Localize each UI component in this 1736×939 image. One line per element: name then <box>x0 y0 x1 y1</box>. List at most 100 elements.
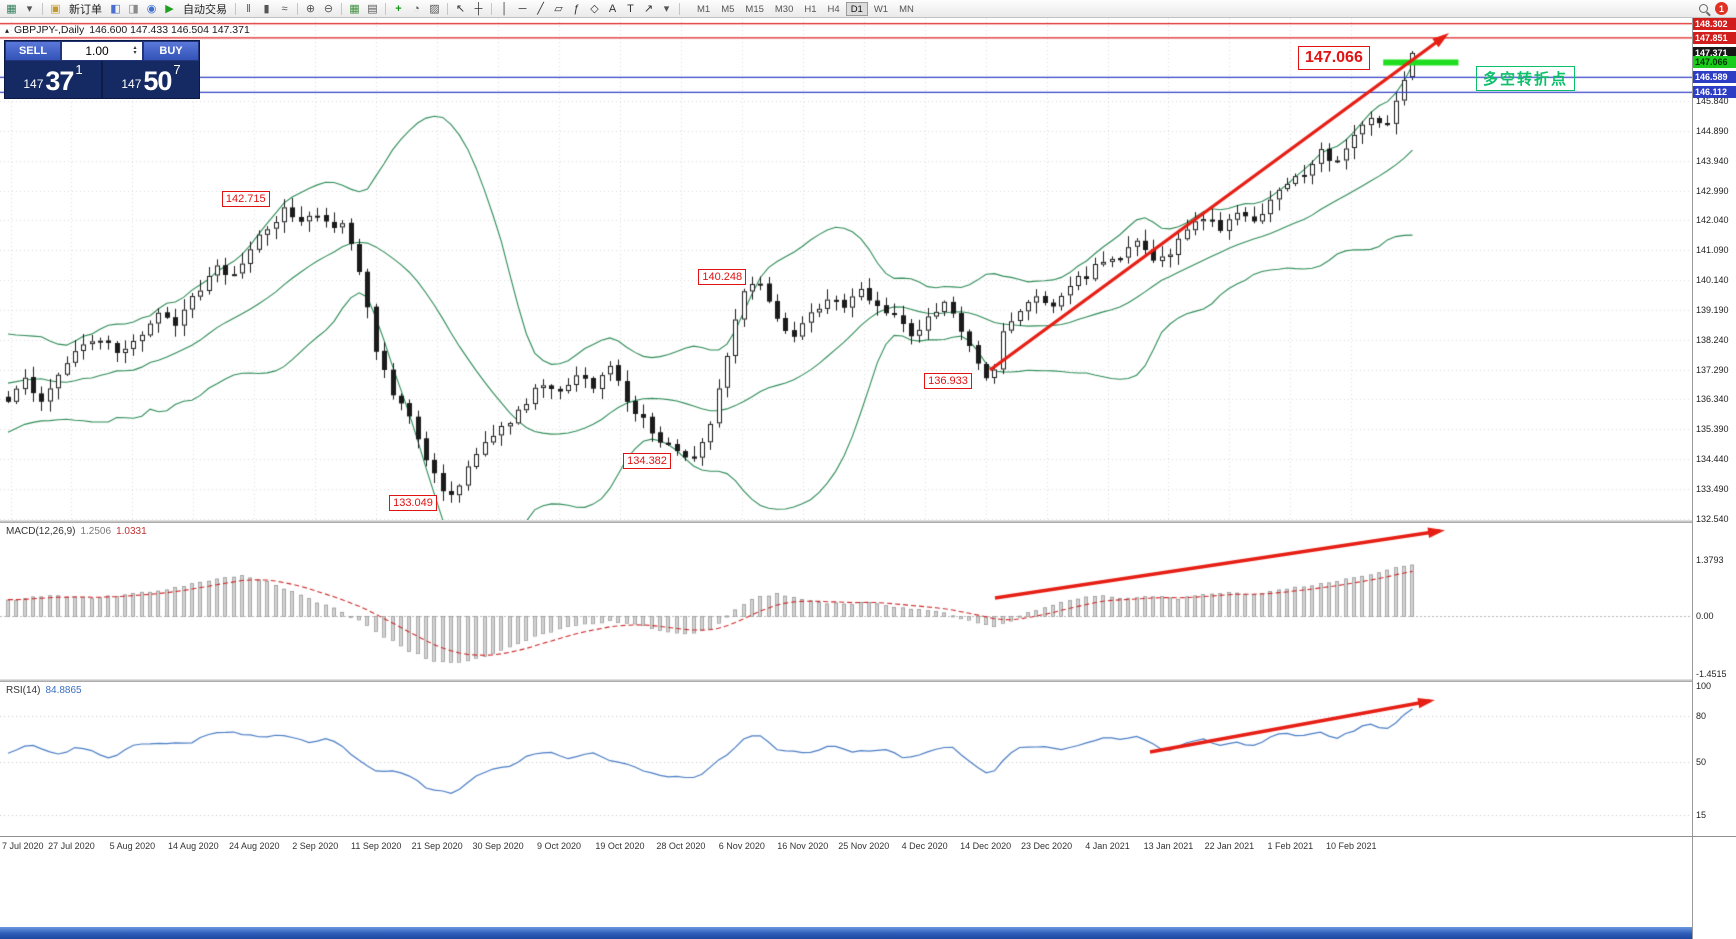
volume-spinner[interactable]: ▴ ▾ <box>130 45 140 56</box>
rsi-axis-tick: 15 <box>1696 810 1707 821</box>
buy-price[interactable]: 147 50 7 <box>103 61 199 98</box>
new-order-button[interactable]: 新订单 <box>69 3 102 16</box>
date-label: 4 Jan 2021 <box>1085 841 1130 851</box>
timeframe-m15[interactable]: M15 <box>745 3 764 15</box>
volume-input[interactable]: 1.00 ▴ ▾ <box>61 41 143 61</box>
volume-value: 1.00 <box>85 44 109 58</box>
date-label: 13 Jan 2021 <box>1143 841 1194 851</box>
spin-down-icon[interactable]: ▾ <box>133 50 137 56</box>
date-label: 7 Jul 2020 <box>2 841 44 851</box>
timeframe-h1[interactable]: H1 <box>804 3 817 15</box>
date-label: 4 Dec 2020 <box>901 841 948 851</box>
tools-dropdown-caret-icon[interactable]: ▾ <box>663 3 670 15</box>
text-icon[interactable]: A <box>608 2 617 15</box>
price-axis-tick: 138.240 <box>1696 334 1729 345</box>
timeframe-m5[interactable]: M5 <box>721 3 735 15</box>
navigator-icon[interactable]: ◉ <box>146 3 157 15</box>
cascade-windows-icon[interactable]: ▤ <box>367 3 378 15</box>
toolbar-right-group: 1 <box>1699 2 1733 15</box>
timeframe-toolbar: M1 M5 M15 M30 H1 H4 D1 W1 MN <box>692 1 919 16</box>
notification-badge[interactable]: 1 <box>1715 2 1728 15</box>
shapes-icon[interactable]: ◇ <box>590 3 599 15</box>
sell-price[interactable]: 147 37 1 <box>5 61 101 98</box>
text-label-icon[interactable]: T <box>627 2 634 15</box>
timeframe-m30[interactable]: M30 <box>774 3 794 15</box>
timeframe-h4[interactable]: H4 <box>827 3 840 15</box>
toolbar-separator <box>42 2 43 15</box>
price-chart-canvas[interactable] <box>0 18 1692 520</box>
macd-panel-canvas[interactable] <box>0 523 1692 679</box>
price-axis-tick: 134.440 <box>1696 454 1729 465</box>
price-tag-147-851: 147.851 <box>1693 31 1736 44</box>
vertical-line-icon[interactable]: │ <box>501 2 508 15</box>
autotrading-play-icon[interactable]: ▶ <box>165 3 174 15</box>
horizontal-line-icon[interactable]: ─ <box>518 2 527 15</box>
rsi-panel-canvas[interactable] <box>0 682 1692 836</box>
bottom-scrollbar[interactable] <box>0 927 1736 939</box>
chart-window-icon[interactable]: ▦ <box>6 3 17 15</box>
fibonacci-icon[interactable]: ƒ <box>573 2 580 15</box>
price-axis-tick: 139.190 <box>1696 304 1729 315</box>
toolbar-separator <box>491 2 492 15</box>
trendline-icon[interactable]: ╱ <box>537 3 544 15</box>
toolbar-separator <box>385 2 386 15</box>
bar-chart-icon[interactable]: ‖ <box>246 2 251 15</box>
price-axis-tick: 137.290 <box>1696 364 1729 375</box>
buy-price-point: 7 <box>173 62 181 77</box>
templates-icon[interactable]: ▨ <box>429 3 440 15</box>
indicators-icon[interactable]: + <box>395 2 402 15</box>
date-label: 14 Aug 2020 <box>168 841 219 851</box>
price-tag-146-112: 146.112 <box>1693 86 1736 99</box>
date-label: 6 Nov 2020 <box>718 841 765 851</box>
date-label: 23 Dec 2020 <box>1021 841 1073 851</box>
price-tag-147-371: 147.371 <box>1693 46 1736 59</box>
crosshair-icon[interactable]: ┼ <box>474 2 483 15</box>
tile-windows-icon[interactable]: ▦ <box>349 3 360 15</box>
buy-price-int: 147 <box>121 77 142 91</box>
chart-dropdown-caret-icon[interactable]: ▾ <box>26 3 33 15</box>
market-watch-icon[interactable]: ◧ <box>110 3 121 15</box>
price-axis-tick: 145.840 <box>1696 96 1729 106</box>
price-axis-tick: 144.890 <box>1696 125 1729 136</box>
date-label: 21 Sep 2020 <box>411 841 463 851</box>
data-window-icon[interactable]: ◨ <box>128 3 139 15</box>
sell-button[interactable]: SELL <box>5 41 61 61</box>
price-axis-tick: 140.140 <box>1696 275 1729 286</box>
date-label: 19 Oct 2020 <box>595 841 645 851</box>
panel-separator[interactable] <box>0 520 1692 523</box>
line-chart-icon[interactable]: ≈ <box>281 2 288 15</box>
date-label: 9 Oct 2020 <box>536 841 582 851</box>
search-icon[interactable] <box>1699 4 1708 13</box>
candlestick-chart-icon[interactable]: ▮ <box>263 3 270 15</box>
timeframe-w1[interactable]: W1 <box>873 3 889 15</box>
date-label: 28 Oct 2020 <box>656 841 706 851</box>
date-label: 11 Sep 2020 <box>350 841 402 851</box>
toolbar-separator <box>341 2 342 15</box>
cursor-icon[interactable]: ↖ <box>455 3 466 15</box>
autotrading-button[interactable]: 自动交易 <box>183 3 227 16</box>
timeframe-mn[interactable]: MN <box>899 3 914 15</box>
timeframe-m1[interactable]: M1 <box>697 3 711 15</box>
price-tag-148-302: 148.302 <box>1693 17 1736 30</box>
panel-separator[interactable] <box>0 679 1692 682</box>
buy-button[interactable]: BUY <box>143 41 199 61</box>
timeframe-d1[interactable]: D1 <box>845 1 868 16</box>
arrows-tool-icon[interactable]: ↗ <box>643 3 654 15</box>
time-axis[interactable]: 7 Jul 2020 27 Jul 2020 5 Aug 2020 14 Aug 20… <box>0 837 1692 857</box>
channel-icon[interactable]: ▱ <box>554 3 563 15</box>
price-axis-tick: 132.540 <box>1696 513 1729 524</box>
date-label: 2 Sep 2020 <box>292 841 339 851</box>
zoom-out-icon[interactable]: ⊖ <box>323 3 334 15</box>
price-axis-tick: 133.490 <box>1696 483 1729 494</box>
zoom-in-icon[interactable]: ⊕ <box>305 3 316 15</box>
periods-icon[interactable]: ◔ <box>413 2 420 15</box>
price-axis[interactable]: 145.840 144.890 143.940 142.990 142.040 141.0… <box>1692 17 1736 939</box>
sell-price-int: 147 <box>23 77 44 91</box>
spin-up-icon[interactable]: ▴ <box>133 45 137 51</box>
new-order-icon[interactable]: ▣ <box>50 3 61 15</box>
turning-point-note[interactable]: 多空转折点 <box>1476 66 1576 91</box>
price-axis-tick: 136.340 <box>1696 394 1729 405</box>
price-annotation-147-066[interactable]: 147.066 <box>1298 46 1370 70</box>
toolbar: ▦ ▾ ▣ 新订单 ◧ ◨ ◉ ▶ 自动交易 ‖ ▮ ≈ ⊕ ⊖ ▦ ▤ + ◔ ▨ ↖ ┼ │ ─ ╱ ▱ ƒ ◇ A T ↗ ▾ M1 M5… <box>0 0 1736 18</box>
